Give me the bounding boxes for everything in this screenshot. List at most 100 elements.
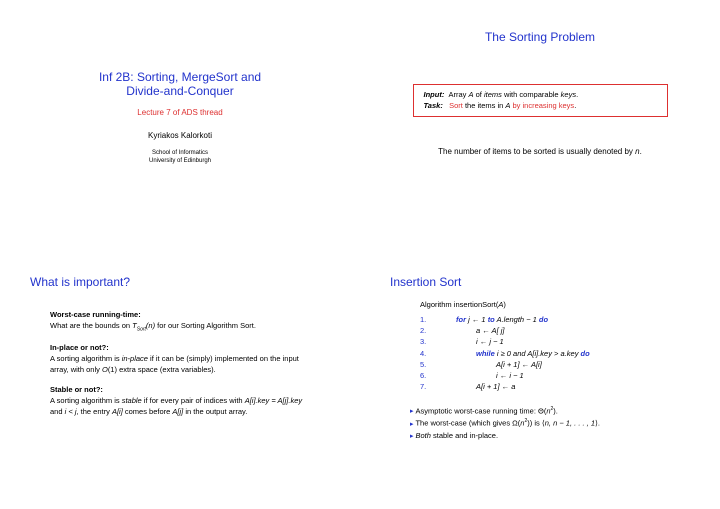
t: i < j	[65, 407, 77, 416]
t: items	[484, 90, 502, 99]
linenum: 5.	[420, 359, 436, 370]
code: A[i + 1] ← a	[436, 381, 515, 392]
slide-insertion-sort: Insertion Sort Algorithm insertionSort(A…	[360, 255, 720, 509]
t: Sort	[137, 326, 146, 332]
t: A sorting algorithm is	[50, 354, 122, 363]
heading: Worst-case running-time:	[50, 310, 141, 319]
t: A.length − 1	[495, 315, 539, 324]
t: the items in	[463, 101, 506, 110]
t: n, n − 1, . . . , 1	[545, 419, 595, 428]
algo-line: 5.A[i + 1] ← A[i]	[420, 359, 690, 370]
code: a ← A[ j]	[436, 325, 504, 336]
bullet-item: Asymptotic worst-case running time: Θ(n2…	[410, 405, 690, 418]
slide-title: Inf 2B: Sorting, MergeSort and Divide-an…	[0, 0, 360, 255]
t: A[i]	[112, 407, 123, 416]
t: stable	[122, 396, 142, 405]
course-title: Inf 2B: Sorting, MergeSort and Divide-an…	[30, 70, 330, 98]
author-name: Kyriakos Kalorkoti	[30, 131, 330, 140]
t: A[j]	[172, 407, 183, 416]
t: The worst-case (which gives Ω(	[415, 419, 520, 428]
t: A sorting algorithm is	[50, 396, 122, 405]
t: stable and in-place.	[431, 431, 498, 440]
t: comes before	[123, 407, 173, 416]
algo-line: 1.for j ← 1 to A.length − 1 do	[420, 314, 690, 325]
kw: to	[488, 315, 495, 324]
task-row: Task: Sort the items in A by increasing …	[424, 101, 657, 112]
t: A[i].key = A[j].key	[245, 396, 302, 405]
t: Both	[415, 431, 430, 440]
task-label: Task:	[424, 101, 443, 110]
t: ⟩.	[595, 419, 600, 428]
t: What are the bounds on	[50, 321, 132, 330]
t: in the output array.	[183, 407, 247, 416]
kw: while	[476, 349, 495, 358]
t: j ← 1	[466, 315, 488, 324]
kw: do	[581, 349, 590, 358]
t: with comparable	[502, 90, 561, 99]
affiliation: School of Informatics University of Edin…	[30, 150, 330, 166]
slide-sorting-problem: The Sorting Problem Input: Array A of it…	[360, 0, 720, 255]
t: keys	[561, 90, 576, 99]
code: i ← j − 1	[436, 336, 504, 347]
t: for our Sorting Algorithm Sort.	[155, 321, 256, 330]
algo-line: 7.A[i + 1] ← a	[420, 381, 690, 392]
t: ).	[553, 406, 558, 415]
heading: Stable or not?:	[50, 385, 103, 394]
linenum: 4.	[420, 348, 436, 359]
heading: In-place or not?:	[50, 343, 109, 352]
item-stable: Stable or not?: A sorting algorithm is s…	[50, 384, 310, 418]
t: The number of items to be sorted is usua…	[438, 147, 635, 156]
code: i ← i − 1	[436, 370, 524, 381]
t: , the entry	[77, 407, 112, 416]
linenum: 3.	[420, 336, 436, 347]
linenum: 7.	[420, 381, 436, 392]
t: if for every pair of indices with	[142, 396, 245, 405]
code: for j ← 1 to A.length − 1 do	[436, 314, 548, 325]
linenum: 2.	[420, 325, 436, 336]
t: by increasing keys	[510, 101, 574, 110]
algo-line: 6.i ← i − 1	[420, 370, 690, 381]
algo-line: 3.i ← j − 1	[420, 336, 690, 347]
affil-line1: School of Informatics	[152, 150, 208, 156]
t: (1) extra space (extra variables).	[108, 365, 216, 374]
item-runtime: Worst-case running-time: What are the bo…	[50, 309, 310, 334]
slide-title-text: Insertion Sort	[390, 275, 690, 289]
content-area: Worst-case running-time: What are the bo…	[30, 299, 330, 418]
t: Array	[449, 90, 469, 99]
t: Asymptotic worst-case running time: Θ(	[415, 406, 546, 415]
affil-line2: University of Edinburgh	[149, 158, 211, 164]
linenum: 6.	[420, 370, 436, 381]
t: and	[50, 407, 65, 416]
t: insertionSort(	[452, 300, 499, 309]
t: Sort	[449, 101, 463, 110]
bullet-item: Both stable and in-place.	[410, 430, 690, 442]
algo-header: Algorithm insertionSort(A)	[420, 299, 690, 310]
t: i ≥ 0 and A[i].key > a.key	[495, 349, 581, 358]
title-line1: Inf 2B: Sorting, MergeSort and	[99, 70, 261, 84]
slide-title-text: The Sorting Problem	[390, 30, 690, 44]
t: )) is ⟨	[527, 419, 545, 428]
t: in-place	[122, 354, 148, 363]
t: (n)	[146, 321, 155, 330]
slide-title-text: What is important?	[30, 275, 330, 289]
algorithm-block: Algorithm insertionSort(A) 1.for j ← 1 t…	[420, 299, 690, 393]
t: of	[474, 90, 484, 99]
bullet-list: Asymptotic worst-case running time: Θ(n2…	[390, 405, 690, 443]
t: )	[503, 300, 506, 309]
algo-line: 2.a ← A[ j]	[420, 325, 690, 336]
code: while i ≥ 0 and A[i].key > a.key do	[436, 348, 590, 359]
title-line2: Divide-and-Conquer	[126, 84, 233, 98]
t: Algorithm	[420, 300, 452, 309]
lecture-subtitle: Lecture 7 of ADS thread	[30, 108, 330, 117]
note-text: The number of items to be sorted is usua…	[390, 147, 690, 156]
slide-what-important: What is important? Worst-case running-ti…	[0, 255, 360, 509]
bullet-item: The worst-case (which gives Ω(n2)) is ⟨n…	[410, 417, 690, 430]
problem-box: Input: Array A of items with comparable …	[413, 84, 668, 117]
linenum: 1.	[420, 314, 436, 325]
item-inplace: In-place or not?: A sorting algorithm is…	[50, 342, 310, 376]
t: n	[635, 147, 639, 156]
code: A[i + 1] ← A[i]	[436, 359, 542, 370]
input-row: Input: Array A of items with comparable …	[424, 90, 657, 101]
algo-line: 4.while i ≥ 0 and A[i].key > a.key do	[420, 348, 690, 359]
input-label: Input:	[424, 90, 445, 99]
